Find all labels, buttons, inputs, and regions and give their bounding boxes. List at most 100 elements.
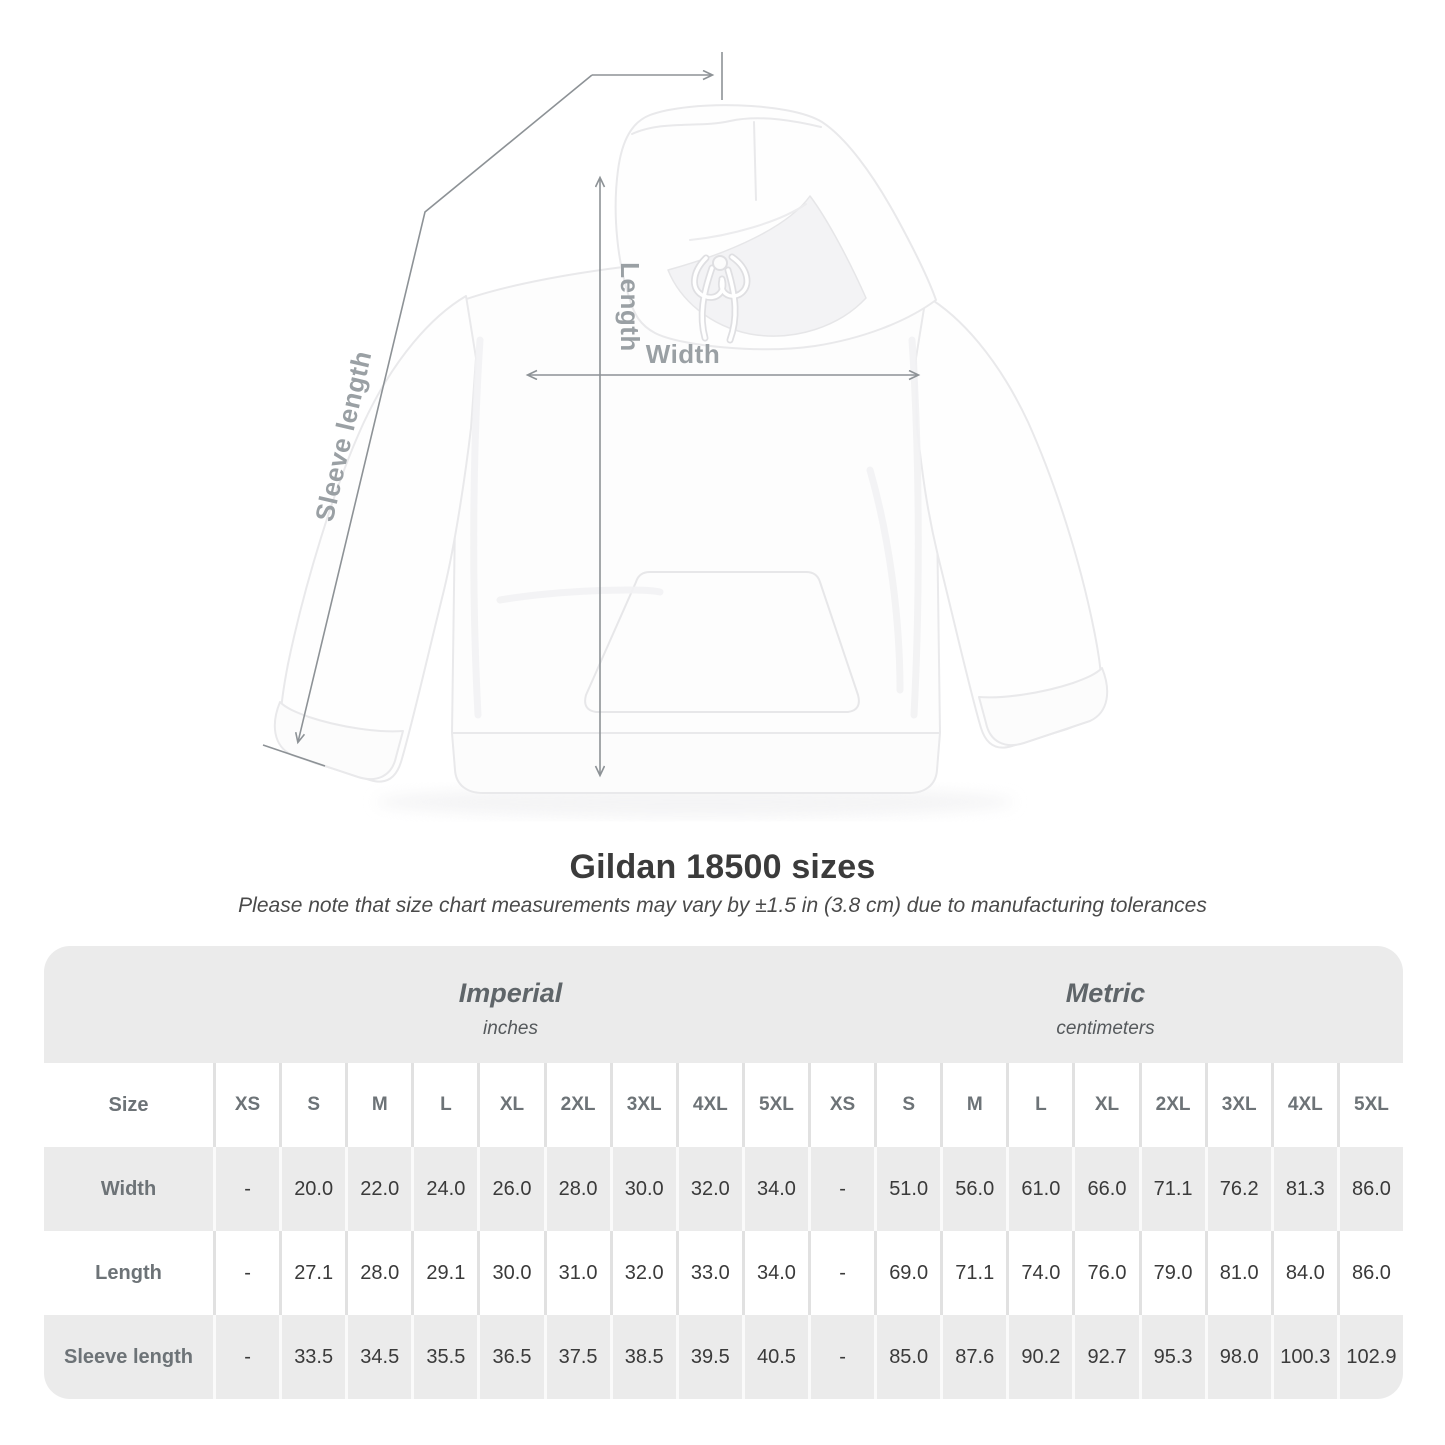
table-cell: 37.5: [543, 1315, 610, 1399]
table-cell: 90.2: [1006, 1315, 1072, 1399]
table-cell: 32.0: [609, 1231, 676, 1315]
table-cell: 30.0: [477, 1231, 543, 1315]
sleeve-length-row: Sleeve length - 33.5 34.5 35.5 36.5 37.5…: [44, 1315, 1403, 1399]
table-cell: 81.3: [1270, 1147, 1337, 1231]
table-cell: 34.0: [741, 1231, 808, 1315]
table-cell: 32.0: [675, 1147, 742, 1231]
table-cell: 30.0: [609, 1147, 676, 1231]
table-cell: 81.0: [1204, 1231, 1271, 1315]
table-cell: 92.7: [1072, 1315, 1138, 1399]
hood-center-seam: [753, 121, 757, 201]
table-cell: 56.0: [940, 1147, 1006, 1231]
table-cell: 86.0: [1336, 1231, 1403, 1315]
metric-title: Metric: [1065, 978, 1146, 1008]
table-cell: 24.0: [411, 1147, 477, 1231]
column-header: M: [345, 1063, 411, 1147]
sleeve-length-dimension: [262, 52, 723, 767]
table-cell: 76.2: [1204, 1147, 1271, 1231]
table-cell: 100.3: [1270, 1315, 1337, 1399]
table-cell: 84.0: [1270, 1231, 1337, 1315]
table-cell: 20.0: [279, 1147, 345, 1231]
imperial-title: Imperial: [458, 978, 563, 1008]
page-title: Gildan 18500 sizes: [569, 848, 876, 886]
table-cell: -: [213, 1147, 279, 1231]
column-header: L: [411, 1063, 477, 1147]
column-header: 2XL: [543, 1063, 610, 1147]
column-header: XL: [1072, 1063, 1138, 1147]
metric-subtitle: centimeters: [1056, 1018, 1155, 1039]
table-cell: 33.5: [279, 1315, 345, 1399]
width-label: Width: [646, 339, 720, 369]
row-label: Length: [95, 1261, 162, 1284]
table-cell: 85.0: [874, 1315, 940, 1399]
hood-drawstrings: [691, 253, 751, 344]
table-cell: 102.9: [1336, 1315, 1403, 1399]
table-cell: 27.1: [279, 1231, 345, 1315]
size-header-row: Size XS S M L XL 2XL 3XL 4XL 5XL XS S M …: [44, 1063, 1403, 1147]
table-cell: 39.5: [675, 1315, 742, 1399]
column-header: 5XL: [1336, 1063, 1403, 1147]
table-cell: 22.0: [345, 1147, 411, 1231]
table-cell: 71.1: [1138, 1147, 1205, 1231]
column-header: 3XL: [1204, 1063, 1271, 1147]
width-row: Width - 20.0 22.0 24.0 26.0 28.0 30.0 32…: [44, 1147, 1403, 1231]
table-cell: 35.5: [411, 1315, 477, 1399]
column-header: 5XL: [741, 1063, 808, 1147]
size-chart-table: Imperial inches Metric centimeters Size …: [44, 946, 1403, 1399]
imperial-subtitle: inches: [483, 1018, 538, 1039]
column-header: M: [940, 1063, 1006, 1147]
length-label: Length: [615, 262, 645, 352]
measurement-lines: [262, 52, 918, 775]
table-cell: 36.5: [477, 1315, 543, 1399]
column-header: L: [1006, 1063, 1072, 1147]
column-header: S: [279, 1063, 345, 1147]
table-cell: 34.0: [741, 1147, 808, 1231]
table-cell: -: [213, 1231, 279, 1315]
hoodie-right-cuff: [978, 667, 1109, 747]
table-cell: 87.6: [940, 1315, 1006, 1399]
table-cell: 29.1: [411, 1231, 477, 1315]
hood-top-seam: [631, 117, 822, 135]
table-cell: 74.0: [1006, 1231, 1072, 1315]
length-row: Length - 27.1 28.0 29.1 30.0 31.0 32.0 3…: [44, 1231, 1403, 1315]
column-header: XS: [213, 1063, 279, 1147]
metric-header: Metric centimeters: [808, 946, 1403, 1063]
table-cell: 79.0: [1138, 1231, 1205, 1315]
row-label: Sleeve length: [64, 1345, 193, 1368]
table-cell: 26.0: [477, 1147, 543, 1231]
sleeve-bottom-tick: [262, 744, 326, 767]
table-cell: 38.5: [609, 1315, 676, 1399]
table-cell: 76.0: [1072, 1231, 1138, 1315]
table-cell: 34.5: [345, 1315, 411, 1399]
table-cell: 28.0: [345, 1231, 411, 1315]
hood-inner-seam: [689, 203, 807, 241]
table-cell: 51.0: [874, 1147, 940, 1231]
table-cell: 98.0: [1204, 1315, 1271, 1399]
hoodie-measurement-diagram: Length Width Sleeve length: [262, 52, 1109, 818]
sleeve-length-line: [298, 74, 593, 742]
column-header: 4XL: [675, 1063, 742, 1147]
hoodie-right-sleeve: [915, 295, 1103, 749]
table-cell: 31.0: [543, 1231, 610, 1315]
column-header: 2XL: [1138, 1063, 1205, 1147]
table-cell: 28.0: [543, 1147, 610, 1231]
table-cell: -: [808, 1231, 874, 1315]
table-cell: 66.0: [1072, 1147, 1138, 1231]
column-header: XS: [808, 1063, 874, 1147]
table-cell: 33.0: [675, 1231, 742, 1315]
table-cell: 40.5: [741, 1315, 808, 1399]
column-header: S: [874, 1063, 940, 1147]
table-cell: 61.0: [1006, 1147, 1072, 1231]
hoodie-illustration: [273, 104, 1109, 794]
column-header: 4XL: [1270, 1063, 1337, 1147]
tolerance-note: Please note that size chart measurements…: [238, 894, 1207, 917]
table-cell: -: [808, 1147, 874, 1231]
table-cell: -: [213, 1315, 279, 1399]
hoodie-hem-band: [451, 732, 941, 794]
hood-opening: [667, 195, 867, 337]
column-header: XL: [477, 1063, 543, 1147]
table-cell: 71.1: [940, 1231, 1006, 1315]
table-cell: 86.0: [1336, 1147, 1403, 1231]
hoodie-left-sleeve: [279, 295, 477, 783]
